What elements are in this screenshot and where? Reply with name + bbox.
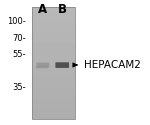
Bar [35,66,48,67]
Bar [35,67,48,68]
Text: 70-: 70- [13,34,26,43]
FancyBboxPatch shape [36,62,49,68]
Bar [35,68,48,69]
Bar [35,69,48,70]
Text: B: B [58,4,67,16]
Text: 35-: 35- [13,83,26,92]
Bar [35,65,48,66]
Bar [32,7,75,119]
Text: 55-: 55- [13,50,26,59]
Text: A: A [38,4,47,16]
FancyBboxPatch shape [55,62,69,68]
Text: HEPACAM2: HEPACAM2 [84,60,141,70]
Text: 100-: 100- [8,17,26,26]
